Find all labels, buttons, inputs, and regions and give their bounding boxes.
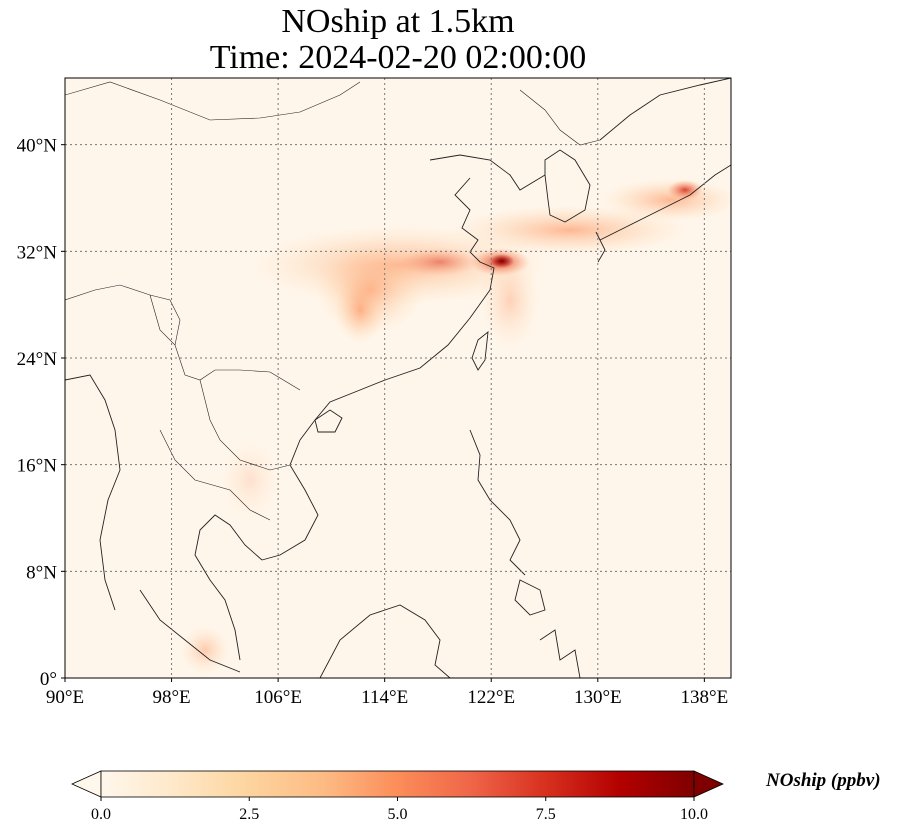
gridlines bbox=[65, 78, 731, 678]
lon-tick-label: 98°E bbox=[152, 687, 190, 708]
lon-tick-label: 114°E bbox=[361, 687, 408, 708]
colorbar-extend-min bbox=[71, 770, 102, 798]
coastline-myanmar bbox=[65, 374, 121, 611]
border-thailand-cambodia bbox=[159, 429, 271, 521]
lon-tick-label: 130°E bbox=[574, 687, 622, 708]
coastline-korea bbox=[544, 149, 591, 223]
plume-sichuan bbox=[335, 275, 385, 345]
lon-tick-label: 106°E bbox=[254, 687, 302, 708]
plume-indochina bbox=[220, 440, 280, 520]
colorbar-extend-max bbox=[693, 770, 724, 798]
colorbar-ticks bbox=[100, 797, 695, 801]
lon-tick-label: 90°E bbox=[46, 687, 84, 708]
colorbar-label: NOship (ppbv) bbox=[766, 770, 881, 791]
coastline-okhotsk bbox=[599, 78, 731, 141]
lat-tick-label: 24°N bbox=[17, 349, 58, 370]
coastline-china bbox=[299, 177, 495, 441]
coastline-gulf-thailand bbox=[194, 514, 263, 661]
border-ne-china bbox=[519, 89, 601, 146]
title-line-1: NOship at 1.5km bbox=[281, 3, 515, 40]
lat-tick-label: 40°N bbox=[17, 136, 58, 157]
map-background bbox=[65, 78, 731, 678]
coastline-sumatra bbox=[139, 589, 241, 673]
coastline-sulawesi bbox=[539, 629, 581, 678]
coastline-bohai bbox=[429, 154, 546, 191]
border-mongolia bbox=[65, 81, 361, 121]
coastline-borneo bbox=[319, 604, 451, 678]
map-title: NOship at 1.5km Time: 2024-02-20 02:00:0… bbox=[65, 4, 731, 76]
coastline-japan bbox=[599, 164, 731, 241]
colorbar-tick-label: 2.5 bbox=[239, 806, 260, 823]
colorbar-tick-label: 5.0 bbox=[387, 806, 408, 823]
border-laos-vietnam bbox=[199, 379, 291, 471]
coastlines bbox=[65, 78, 731, 678]
colorbar-tick-label: 10.0 bbox=[680, 806, 708, 823]
axis-ticks: 90°E 98°E 106°E 114°E 122°E 130°E 138°E 0° 8°N 16… bbox=[17, 136, 729, 708]
coastline-kyushu bbox=[595, 231, 606, 263]
colorbar-tick-label: 0.0 bbox=[91, 806, 111, 823]
coastline-hainan bbox=[314, 409, 343, 433]
coastline-taiwan bbox=[471, 330, 489, 371]
hotspot-japan-coast bbox=[667, 180, 703, 200]
lon-tick-label: 138°E bbox=[681, 687, 729, 708]
lon-tick-label: 122°E bbox=[467, 687, 515, 708]
coastline-luzon bbox=[469, 429, 526, 576]
plume-malacca bbox=[180, 625, 230, 675]
concentration-field bbox=[180, 178, 731, 675]
colorbar-tick-label: 7.5 bbox=[535, 806, 556, 823]
lat-tick-label: 0° bbox=[40, 669, 57, 690]
hotspot-lower-yangtze bbox=[400, 248, 480, 276]
colorbar-gradient bbox=[100, 770, 695, 798]
title-line-2: Time: 2024-02-20 02:00:00 bbox=[209, 39, 587, 76]
lat-tick-label: 8°N bbox=[26, 562, 57, 583]
lat-tick-label: 32°N bbox=[17, 242, 58, 263]
coastline-mindanao bbox=[514, 579, 546, 616]
colorbar bbox=[71, 770, 724, 801]
lat-tick-label: 16°N bbox=[17, 456, 58, 477]
map-frame bbox=[64, 77, 732, 679]
hotspot-shanghai-core bbox=[490, 254, 514, 268]
